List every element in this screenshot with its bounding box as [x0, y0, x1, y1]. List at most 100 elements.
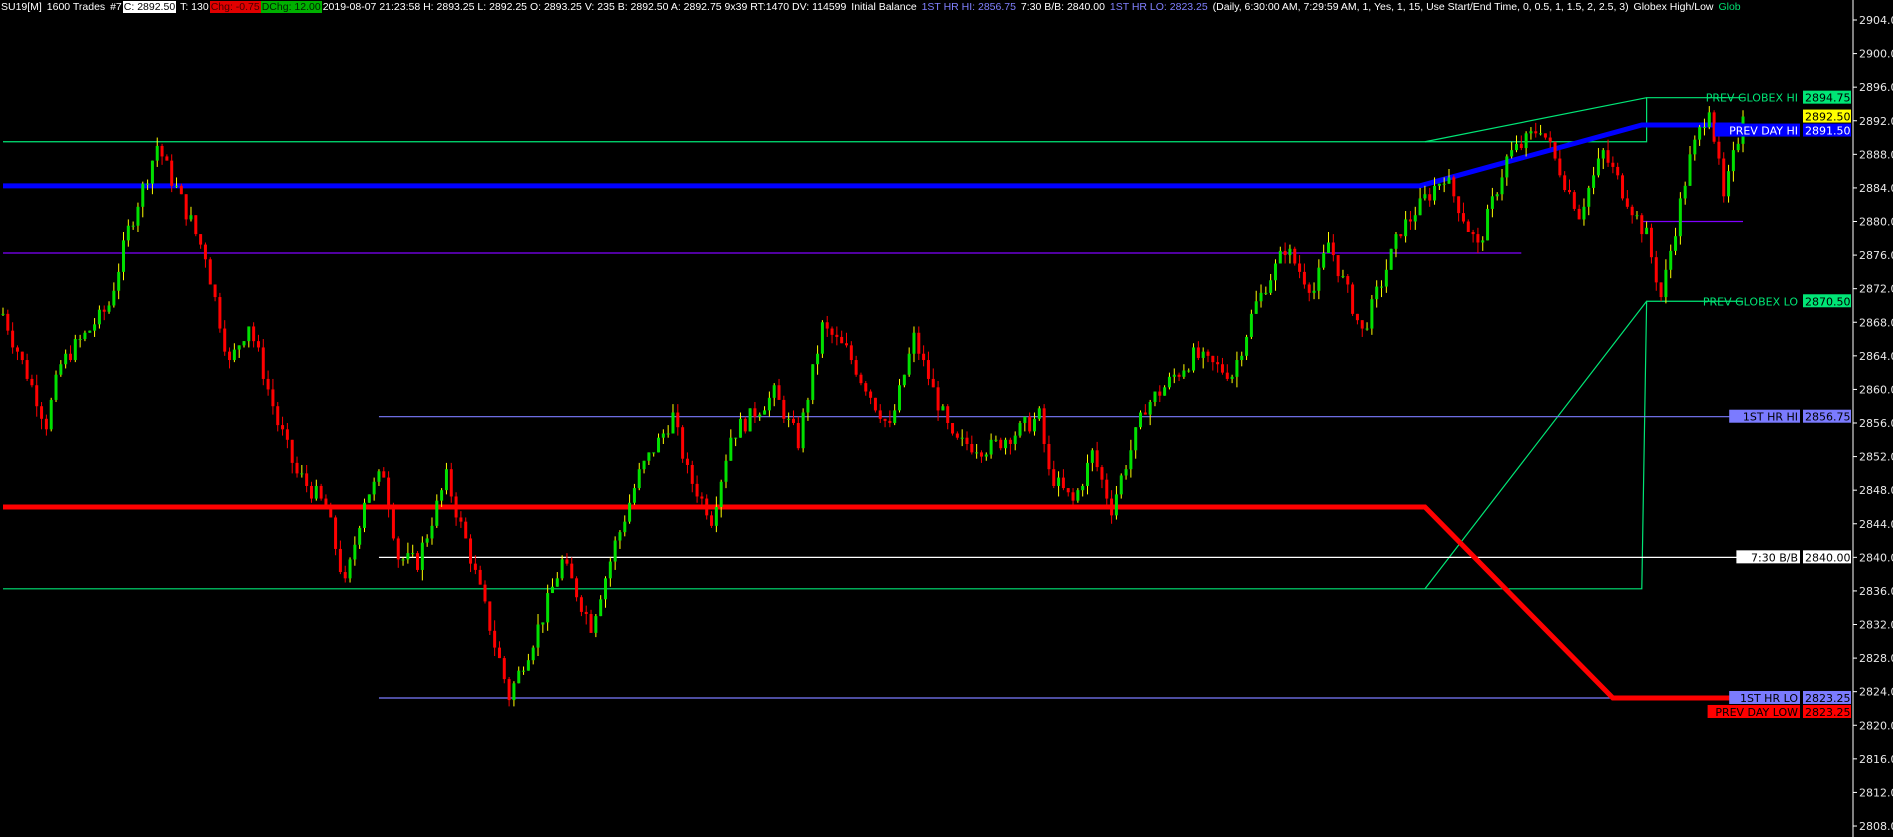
bar-body: [1693, 139, 1697, 155]
bar-body: [1061, 477, 1065, 489]
bar-body: [1674, 236, 1678, 251]
price-bar: [787, 412, 791, 428]
price-bar: [835, 326, 839, 346]
bar-body: [999, 439, 1003, 449]
study-initial-balance[interactable]: Initial Balance: [851, 1, 917, 13]
price-bar: [459, 511, 463, 528]
bar-body: [618, 532, 622, 541]
price-bar: [541, 622, 545, 633]
bar-body: [883, 418, 887, 421]
bar-body: [1548, 137, 1552, 142]
price-bar: [811, 364, 815, 405]
bar-body: [372, 481, 376, 495]
price-bar: [960, 429, 964, 447]
bar-body: [1611, 162, 1615, 167]
price-bar: [1028, 412, 1032, 434]
y-tick-label: 2900.00: [1859, 48, 1893, 61]
bar-body: [1259, 292, 1263, 302]
price-bar: [126, 219, 130, 247]
bar-body: [1032, 418, 1036, 432]
price-bar: [1240, 351, 1244, 367]
level-line-prev-day-low: [3, 504, 1744, 701]
bar-body: [300, 473, 304, 475]
price-bar: [44, 414, 48, 436]
bar-body: [1577, 208, 1581, 220]
bar-body: [955, 433, 959, 438]
bar-body: [93, 324, 97, 331]
y-tick-label: 2808.00: [1859, 820, 1893, 833]
price-bar: [1649, 223, 1653, 264]
study-globex-high-low[interactable]: Globex High/Low: [1633, 1, 1714, 13]
price-bar: [1153, 391, 1157, 407]
price-bar: [584, 605, 588, 625]
bar-body: [1220, 364, 1224, 373]
price-bar: [1447, 169, 1451, 184]
price-bar: [213, 284, 217, 302]
y-tick-label: 2872.00: [1859, 283, 1893, 296]
price-bar: [295, 456, 299, 478]
bar-body: [1004, 439, 1008, 449]
price-bar: [1611, 156, 1615, 174]
price-bar: [1346, 273, 1350, 293]
price-bar: [247, 326, 251, 348]
price-bar: [478, 565, 482, 585]
bar-body: [748, 408, 752, 432]
bar-body: [1090, 450, 1094, 463]
price-bar: [425, 534, 429, 547]
bar-body: [68, 353, 72, 361]
bar-body: [584, 611, 588, 615]
trades-count: 1600 Trades: [46, 1, 106, 13]
price-bar: [382, 467, 386, 478]
bar-body: [536, 624, 540, 648]
price-bar: [493, 620, 497, 656]
bar-body: [285, 429, 289, 440]
bar-body: [1177, 374, 1181, 377]
bar-body: [531, 647, 535, 661]
level-label-bg: [1707, 704, 1800, 718]
price-bar: [1298, 255, 1302, 279]
bar-body: [155, 145, 159, 161]
bar-body: [1, 313, 5, 315]
y-tick-label: 2884.00: [1859, 182, 1893, 195]
price-bar: [1616, 162, 1620, 180]
price-bar: [1505, 154, 1509, 186]
bar-body: [281, 425, 285, 430]
price-bar: [657, 433, 661, 453]
bar-body: [1606, 150, 1610, 163]
price-bar: [319, 483, 323, 501]
price-bar: [155, 137, 159, 167]
price-bar: [1558, 150, 1562, 178]
y-tick-label: 2860.00: [1859, 383, 1893, 396]
bar-body: [150, 160, 154, 184]
y-tick-label: 2880.00: [1859, 216, 1893, 229]
price-bar: [1312, 282, 1316, 300]
bar-body: [623, 521, 627, 533]
bar-body: [835, 334, 839, 337]
bar-body: [1119, 475, 1123, 495]
price-bar: [791, 410, 795, 426]
bar-body: [791, 418, 795, 424]
bar-body: [550, 586, 554, 594]
price-bar: [1394, 231, 1398, 258]
price-bar: [1370, 294, 1374, 335]
price-box-prev-globex-lo: 2870.50: [1805, 295, 1851, 308]
bar-body: [1380, 286, 1384, 288]
price-bar: [131, 221, 135, 230]
bar-body: [1331, 242, 1335, 256]
price-bar: [175, 177, 179, 188]
price-bar: [1577, 204, 1581, 220]
price-bar: [685, 452, 689, 474]
price-bar: [628, 494, 632, 524]
price-bar: [1625, 190, 1629, 209]
price-bar: [348, 557, 352, 583]
price-bar: [671, 404, 675, 434]
bar-body: [1698, 127, 1702, 140]
bar-body: [411, 553, 415, 555]
price-axis[interactable]: 2904.00 2900.00 2896.00 2892.00 2888.00 2884.…: [1853, 14, 1893, 833]
price-bar: [122, 231, 125, 281]
price-bar: [700, 492, 704, 505]
bar-body: [1736, 143, 1740, 151]
price-bar: [1698, 124, 1702, 146]
price-bar: [502, 655, 506, 684]
